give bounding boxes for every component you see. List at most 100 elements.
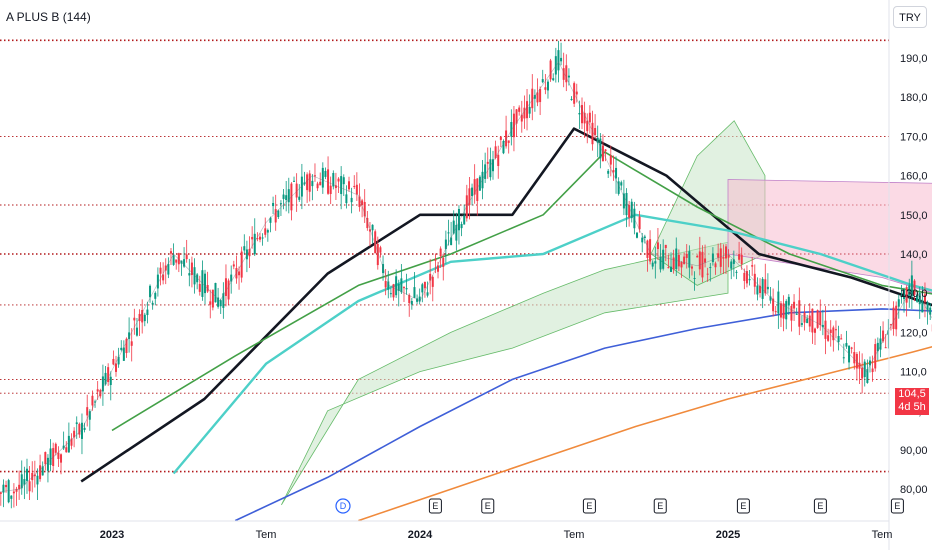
candle-body [578,113,581,115]
event-markers[interactable]: DEEEEEEEEE [335,498,932,514]
candle-body [662,249,665,269]
candle-body [588,112,591,123]
candle-body [599,138,602,159]
candle-body [0,492,2,494]
candle-body [413,287,416,298]
candle-body [544,87,547,90]
candle-body [468,188,471,206]
candle-body [277,210,280,218]
candle-body [279,203,282,205]
candle-body [672,257,675,270]
candle-body [539,89,542,103]
candle-body [683,256,686,265]
candle-body [162,274,165,281]
candle-body [727,254,730,258]
candle-body [104,372,107,385]
candle-body [842,357,845,359]
candle-body [416,298,419,302]
candle-body [520,114,523,122]
candle-body [306,174,309,191]
currency-button[interactable]: TRY [893,6,927,28]
candle-body [751,265,754,267]
candle-body [387,281,390,290]
candle-body [766,286,769,290]
candle-body [366,217,369,229]
candle-body [54,443,57,453]
candle-body [858,362,861,369]
candle-body [421,284,424,293]
candle-body [423,281,426,289]
candle-body [594,128,597,135]
candle-body [94,401,97,403]
event-label: E [740,501,746,511]
candle-body [348,181,351,190]
candle-body [903,289,906,300]
candle-body [345,194,348,204]
candle-body [743,272,746,281]
candle-body [491,159,494,172]
time-axis[interactable]: Tem2023Tem2024Tem2025Tem2026Tem2027Tem20… [0,529,932,541]
candle-body [379,247,382,253]
candle-body [334,185,337,189]
candle-body [808,315,811,327]
candle-body [5,484,8,488]
earnings-event: E [653,498,667,514]
candle-body [219,300,222,307]
moving-average-line [172,213,932,475]
candle-body [845,343,848,347]
countdown-label: 4d 5h [895,401,929,415]
candle-body [204,273,207,294]
y-tick-label: 150,0 [900,210,928,222]
candle-body [929,307,932,315]
candle-body [612,170,615,173]
candle-body [400,278,403,293]
candle-body [439,248,442,257]
candle-body [222,293,225,308]
x-tick-label: 2024 [408,529,433,541]
candle-body [75,422,78,425]
candle-body [308,173,311,192]
candle-body [596,137,599,143]
candle-body [272,202,275,207]
candle-body [154,292,157,299]
candle-body [494,146,497,159]
candle-body [156,274,159,289]
candle-body [562,68,565,80]
candle-body [342,177,345,185]
candle-body [232,264,235,267]
candle-body [172,255,175,265]
cloud-red [727,179,932,294]
candle-body [601,145,604,162]
candle-body [431,276,434,287]
candle-body [696,255,699,258]
symbol-title: A PLUS B (144) [6,10,91,24]
dividend-event: D [335,498,351,514]
candle-body [20,474,23,489]
candle-body [175,259,178,263]
candle-body [198,283,201,292]
candle-body [115,363,118,372]
earnings-marker [736,498,750,514]
event-label: E [485,501,491,511]
candle-body [722,257,725,259]
candle-body [586,120,589,132]
candle-body [2,484,5,493]
candle-body [536,92,539,103]
candle-body [803,312,806,323]
candle-body [80,422,83,439]
candle-body [91,395,94,406]
candle-body [502,141,505,154]
y-tick-label: 80,00 [900,484,928,496]
candle-body [735,271,738,273]
candle-body [243,246,246,251]
candle-body [505,130,508,147]
candle-body [355,184,358,195]
candle-body [882,330,885,342]
candle-body [332,173,335,187]
candle-body [382,264,385,274]
earnings-marker [813,498,827,514]
y-tick-label: 160,0 [900,171,928,183]
candle-body [83,427,86,430]
candle-body [868,360,871,366]
